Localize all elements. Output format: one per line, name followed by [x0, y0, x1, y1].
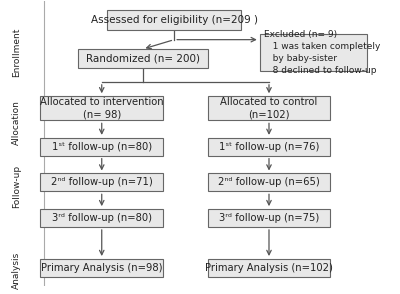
FancyBboxPatch shape [260, 34, 368, 71]
Text: Analysis: Analysis [12, 252, 21, 289]
FancyBboxPatch shape [40, 96, 163, 121]
Text: 1ˢᵗ follow-up (n=80): 1ˢᵗ follow-up (n=80) [52, 142, 152, 152]
Text: 3ʳᵈ follow-up (n=80): 3ʳᵈ follow-up (n=80) [52, 213, 152, 223]
Text: Assessed for eligibility (n=209 ): Assessed for eligibility (n=209 ) [91, 15, 258, 25]
FancyBboxPatch shape [208, 173, 330, 191]
Text: Follow-up: Follow-up [12, 165, 21, 208]
FancyBboxPatch shape [78, 49, 208, 68]
FancyBboxPatch shape [40, 209, 163, 227]
FancyBboxPatch shape [208, 96, 330, 121]
FancyBboxPatch shape [107, 10, 241, 30]
Text: Enrollment: Enrollment [12, 28, 21, 77]
Text: 2ⁿᵈ follow-up (n=71): 2ⁿᵈ follow-up (n=71) [51, 177, 153, 187]
Text: 1ˢᵗ follow-up (n=76): 1ˢᵗ follow-up (n=76) [219, 142, 319, 152]
FancyBboxPatch shape [208, 138, 330, 156]
Text: Allocation: Allocation [12, 100, 21, 145]
Text: Primary Analysis (n=102): Primary Analysis (n=102) [205, 263, 333, 273]
FancyBboxPatch shape [208, 209, 330, 227]
Text: Allocated to intervention
(n= 98): Allocated to intervention (n= 98) [40, 97, 164, 120]
FancyBboxPatch shape [208, 259, 330, 277]
Text: Excluded (n= 9)
   1 was taken completely
   by baby-sister
   8 declined to fol: Excluded (n= 9) 1 was taken completely b… [264, 31, 380, 75]
FancyBboxPatch shape [40, 138, 163, 156]
Text: Primary Analysis (n=98): Primary Analysis (n=98) [41, 263, 162, 273]
FancyBboxPatch shape [40, 259, 163, 277]
Text: Allocated to control
(n=102): Allocated to control (n=102) [220, 97, 318, 120]
Text: 2ⁿᵈ follow-up (n=65): 2ⁿᵈ follow-up (n=65) [218, 177, 320, 187]
FancyBboxPatch shape [40, 173, 163, 191]
Text: 3ʳᵈ follow-up (n=75): 3ʳᵈ follow-up (n=75) [219, 213, 319, 223]
Text: Randomized (n= 200): Randomized (n= 200) [86, 54, 200, 64]
